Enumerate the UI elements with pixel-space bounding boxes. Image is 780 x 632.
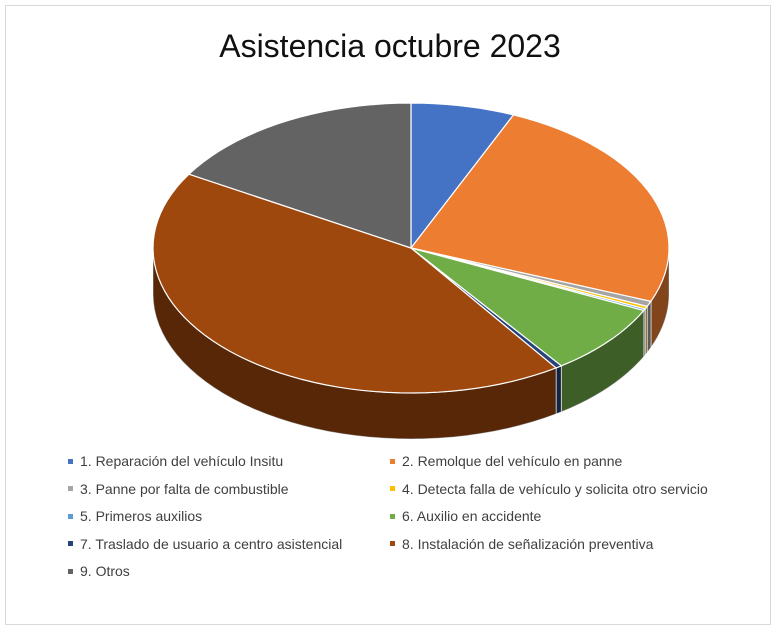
pie-side-shade-6 — [561, 310, 644, 412]
pie-slice-6 — [410, 247, 645, 367]
chart-title: Asistencia octubre 2023 — [219, 28, 561, 64]
legend-swatch — [390, 486, 395, 491]
pie-side-shade-2 — [650, 248, 669, 348]
pie-slice-2 — [409, 114, 670, 303]
legend-item-9: 9. Otros — [68, 563, 130, 579]
legend-label: 6. Auxilio en accidente — [402, 508, 542, 524]
legend-swatch — [68, 458, 73, 464]
legend-swatch — [68, 541, 73, 546]
legend-item-3: 3. Panne por falta de combustible — [68, 481, 289, 497]
legend-label: 2. Remolque del vehículo en panne — [402, 453, 623, 469]
legend-label: 3. Panne por falta de combustible — [80, 480, 289, 497]
pie-slice-8 — [152, 173, 558, 394]
legend-swatch — [68, 486, 73, 491]
legend-item-7: 7. Traslado de usuario a centro asistenc… — [68, 536, 342, 552]
legend-swatch — [68, 513, 73, 519]
legend-label: 8. Instalación de señalización preventiv… — [402, 535, 654, 552]
pie-side-shade-3 — [647, 301, 651, 353]
legend-label: 5. Primeros auxilios — [80, 508, 203, 524]
pie-side-shade-7 — [556, 365, 562, 414]
pie-slice-9 — [187, 102, 412, 249]
legend-swatch — [390, 541, 395, 546]
legend-label: 9. Otros — [80, 563, 130, 579]
legend-label: 7. Traslado de usuario a centro asistenc… — [80, 535, 343, 552]
legend-label: 4. Detecta falla de vehículo y solicita … — [402, 480, 708, 497]
legend-item-5: 5. Primeros auxilios — [68, 508, 202, 524]
legend-item-8: 8. Instalación de señalización preventiv… — [390, 536, 653, 552]
legend-swatch — [390, 458, 395, 464]
legend-item-6: 6. Auxilio en accidente — [390, 508, 541, 524]
legend-item-4: 4. Detecta falla de vehículo y solicita … — [390, 481, 708, 497]
legend-item-2: 2. Remolque del vehículo en panne — [390, 453, 622, 469]
legend-item-1: 1. Reparación del vehículo Insitu — [68, 453, 283, 469]
pie-slice-1 — [410, 102, 515, 250]
legend-swatch — [390, 513, 395, 519]
legend-label: 1. Reparación del vehículo Insitu — [80, 453, 284, 469]
legend-swatch — [68, 568, 73, 574]
pie-slices — [152, 102, 670, 394]
